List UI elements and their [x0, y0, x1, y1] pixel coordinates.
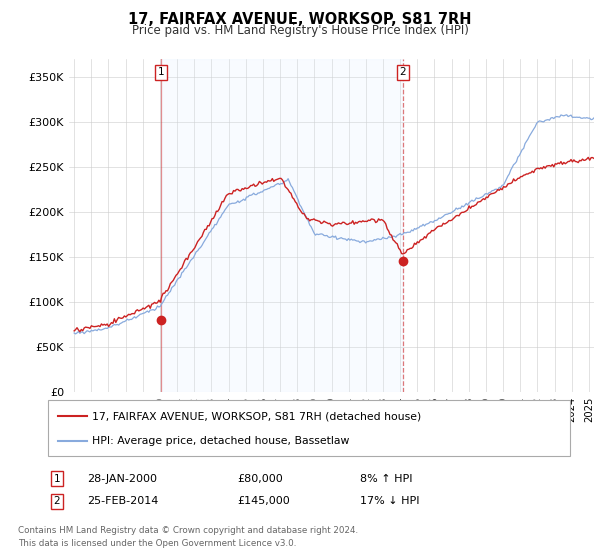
Text: 1: 1 — [53, 474, 61, 484]
Text: 8% ↑ HPI: 8% ↑ HPI — [360, 474, 413, 484]
Text: 17% ↓ HPI: 17% ↓ HPI — [360, 496, 419, 506]
FancyBboxPatch shape — [48, 400, 570, 456]
Text: £145,000: £145,000 — [237, 496, 290, 506]
Text: £80,000: £80,000 — [237, 474, 283, 484]
Text: 2: 2 — [53, 496, 61, 506]
Text: 17, FAIRFAX AVENUE, WORKSOP, S81 7RH: 17, FAIRFAX AVENUE, WORKSOP, S81 7RH — [128, 12, 472, 27]
Text: HPI: Average price, detached house, Bassetlaw: HPI: Average price, detached house, Bass… — [92, 436, 350, 446]
Text: 1: 1 — [158, 67, 164, 77]
Text: 25-FEB-2014: 25-FEB-2014 — [87, 496, 158, 506]
Text: Contains HM Land Registry data © Crown copyright and database right 2024.: Contains HM Land Registry data © Crown c… — [18, 526, 358, 535]
Text: Price paid vs. HM Land Registry's House Price Index (HPI): Price paid vs. HM Land Registry's House … — [131, 24, 469, 37]
Bar — [161, 59, 403, 392]
Text: 2: 2 — [400, 67, 406, 77]
Text: 28-JAN-2000: 28-JAN-2000 — [87, 474, 157, 484]
Text: 17, FAIRFAX AVENUE, WORKSOP, S81 7RH (detached house): 17, FAIRFAX AVENUE, WORKSOP, S81 7RH (de… — [92, 411, 422, 421]
Text: This data is licensed under the Open Government Licence v3.0.: This data is licensed under the Open Gov… — [18, 539, 296, 548]
